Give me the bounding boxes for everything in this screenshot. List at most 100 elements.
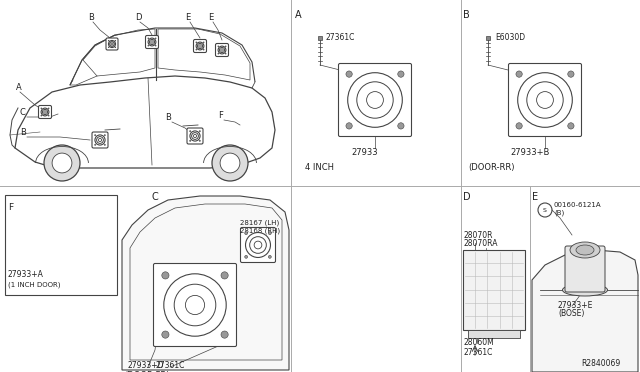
Text: (B): (B) [554,209,564,215]
Text: F: F [8,203,13,212]
Text: E: E [208,13,213,22]
Text: (1 INCH DOOR): (1 INCH DOOR) [8,282,61,289]
Text: 4 INCH: 4 INCH [305,163,334,172]
Circle shape [108,40,109,41]
Text: C: C [151,192,157,202]
Circle shape [189,140,191,141]
Text: 28070RA: 28070RA [463,239,497,248]
Text: 27933+A: 27933+A [8,270,44,279]
Circle shape [397,123,404,129]
Text: (DOOR-FR): (DOOR-FR) [124,371,170,372]
Circle shape [568,71,574,77]
Polygon shape [122,196,289,370]
Circle shape [104,144,106,145]
FancyBboxPatch shape [565,246,605,292]
Circle shape [346,123,352,129]
Circle shape [268,232,271,235]
FancyBboxPatch shape [193,39,207,52]
Circle shape [38,227,43,232]
Circle shape [220,153,240,173]
Text: D: D [135,13,141,22]
Circle shape [52,153,72,173]
Text: F: F [218,111,223,120]
Text: B: B [20,128,26,137]
Circle shape [221,331,228,338]
Circle shape [244,256,248,258]
Ellipse shape [576,245,594,255]
Circle shape [346,71,352,77]
Text: B: B [165,113,171,122]
Circle shape [225,46,226,47]
Circle shape [104,135,106,136]
Text: 27933+D: 27933+D [128,361,164,370]
Circle shape [225,53,226,54]
Polygon shape [532,250,638,372]
Circle shape [162,331,169,338]
FancyBboxPatch shape [216,44,228,57]
FancyBboxPatch shape [154,263,237,346]
Circle shape [38,268,43,273]
Circle shape [79,227,84,232]
Text: D: D [463,192,470,202]
Text: A: A [295,10,301,20]
FancyBboxPatch shape [463,250,525,330]
Text: 27361C: 27361C [326,33,355,42]
FancyBboxPatch shape [92,132,108,148]
Circle shape [199,131,200,132]
FancyBboxPatch shape [32,221,90,279]
Text: E6030D: E6030D [495,33,525,42]
FancyBboxPatch shape [339,64,412,137]
FancyBboxPatch shape [106,38,118,50]
Circle shape [221,272,228,279]
Circle shape [95,144,96,145]
Circle shape [79,268,84,273]
Circle shape [115,40,116,41]
Circle shape [189,131,191,132]
Circle shape [44,145,80,181]
Circle shape [48,108,49,109]
Text: 27933: 27933 [352,148,378,157]
FancyBboxPatch shape [145,35,159,48]
Circle shape [41,115,42,116]
Circle shape [108,47,109,48]
Text: 27933+E: 27933+E [558,301,593,310]
Text: 27933+B: 27933+B [510,148,550,157]
Bar [468,330,520,338]
Text: C: C [20,108,26,117]
Circle shape [41,108,42,109]
FancyBboxPatch shape [38,106,51,119]
Circle shape [218,46,219,47]
Circle shape [218,53,219,54]
Circle shape [568,123,574,129]
Text: 00160-6121A: 00160-6121A [554,202,602,208]
Text: E: E [532,192,538,202]
Text: 28060M: 28060M [463,338,493,347]
Ellipse shape [570,242,600,258]
Circle shape [244,232,248,235]
Bar [5,195,117,295]
Circle shape [115,47,116,48]
Text: E: E [185,13,190,22]
Text: A: A [16,83,22,92]
Text: 28168 (RH): 28168 (RH) [240,228,280,234]
Text: R2840069: R2840069 [580,359,620,368]
Text: B: B [463,10,470,20]
Text: 27361C: 27361C [463,348,492,357]
FancyBboxPatch shape [509,64,582,137]
Text: S: S [543,208,547,212]
Text: (BOSE): (BOSE) [558,309,584,318]
Circle shape [95,135,96,136]
Text: (DOOR-RR): (DOOR-RR) [468,163,515,172]
Text: B: B [88,13,94,22]
Circle shape [48,115,49,116]
Text: 27361C: 27361C [155,361,184,370]
FancyBboxPatch shape [187,128,203,144]
Circle shape [516,71,522,77]
Text: 28070R: 28070R [463,231,493,240]
Circle shape [516,123,522,129]
Circle shape [212,145,248,181]
Circle shape [397,71,404,77]
Circle shape [199,140,200,141]
Ellipse shape [563,284,607,296]
Text: 28167 (LH): 28167 (LH) [240,220,279,227]
